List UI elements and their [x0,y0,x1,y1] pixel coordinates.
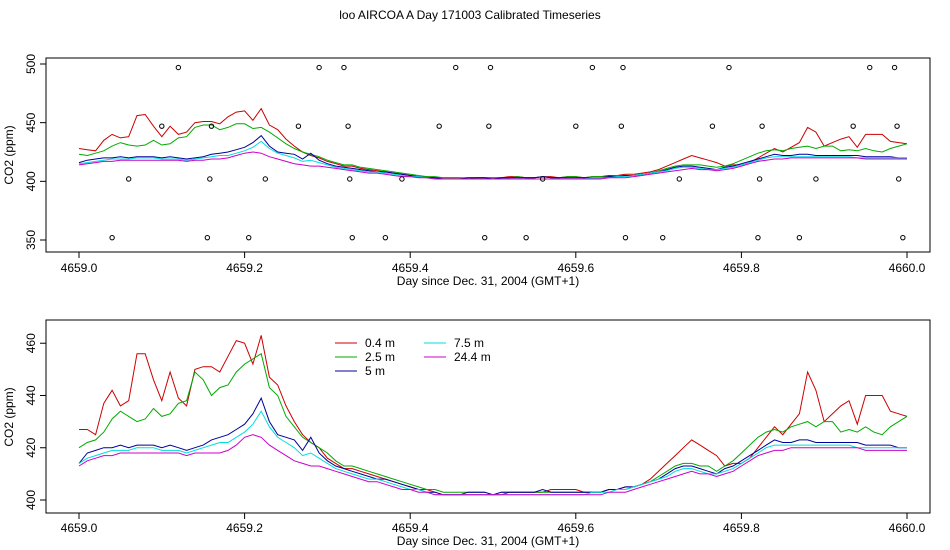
bottom-y-ticks: 400 420 440 460 [24,333,46,510]
bottom-y-axis-label: CO2 (ppm) [2,387,16,446]
x-tick-label: 4659.8 [723,261,760,275]
x-tick-label: 4659.8 [723,521,760,535]
outlier-point [349,234,355,241]
outlier-point [109,234,115,241]
y-tick-label: 420 [24,437,38,457]
outlier-point [676,176,682,182]
legend: 0.4 m2.5 m5 m 7.5 m24.4 m [335,336,491,378]
outlier-point [246,234,252,241]
outlier-point [341,64,347,71]
x-tick-label: 4660.0 [889,261,926,275]
bottom-x-axis-label: Day since Dec. 31, 2004 (GMT+1) [397,534,579,548]
top-y-ticks: 350 400 450 500 [24,54,46,250]
outlier-point [175,64,182,71]
legend-label: 0.4 m [365,336,395,350]
legend-label: 2.5 m [365,350,395,364]
outlier-point [539,176,546,182]
top-outlier-points [109,64,906,241]
series-line-0-4-m [79,335,908,496]
series-line-24-4-m [78,151,907,180]
y-tick-label: 400 [24,171,38,191]
outlier-point [347,176,353,182]
outlier-point [295,123,302,129]
outlier-point [159,123,165,129]
outlier-point [756,176,763,182]
outlier-point [523,234,529,241]
x-tick-label: 4659.0 [61,521,98,535]
x-tick-label: 4659.6 [557,261,594,275]
outlier-point [660,234,666,241]
legend-label: 7.5 m [454,336,484,350]
series-line-5-m [78,134,907,180]
outlier-point [345,123,351,129]
top-x-axis-label: Day since Dec. 31, 2004 (GMT+1) [397,274,579,288]
outlier-point [399,176,405,182]
series-line-0-4-m [78,107,908,180]
bottom-panel: 4659.0 4659.2 4659.4 4659.6 4659.8 4660.0 400… [2,319,931,548]
outlier-point [486,123,492,129]
bottom-series [78,335,908,496]
series-line-2-5-m [78,123,908,179]
outlier-point [589,64,596,71]
top-x-ticks: 4659.0 4659.2 4659.4 4659.6 4659.8 4660.0 [61,252,926,275]
top-series [78,107,908,180]
outlier-point [620,64,626,71]
outlier-point [796,234,803,241]
y-tick-label: 350 [24,230,38,250]
outlier-point [622,234,629,241]
top-plot-frame [45,57,931,253]
outlier-point [618,123,625,129]
series-line-24-4-m [78,434,907,496]
outlier-point [813,176,819,182]
x-tick-label: 4659.2 [226,521,263,535]
outlier-point [867,64,873,71]
outlier-point [207,176,213,182]
outlier-point [482,234,488,241]
y-tick-label: 450 [24,112,38,132]
outlier-point [208,123,215,129]
y-tick-label: 400 [24,490,38,510]
series-line-2-5-m [78,352,908,496]
legend-label: 5 m [365,364,385,378]
outlier-point [125,176,132,182]
outlier-point [453,64,459,71]
y-tick-label: 460 [24,333,38,353]
legend-label: 24.4 m [454,350,491,364]
x-tick-label: 4659.4 [392,521,429,535]
outlier-point [262,176,268,182]
bottom-plot-frame [45,319,931,514]
x-tick-label: 4660.0 [889,521,926,535]
outlier-point [891,64,898,71]
y-tick-label: 440 [24,385,38,405]
outlier-point [850,123,856,129]
top-y-axis-label: CO2 (ppm) [2,125,16,184]
bottom-x-ticks: 4659.0 4659.2 4659.4 4659.6 4659.8 4660.0 [61,513,926,535]
outlier-point [316,64,322,71]
y-tick-label: 500 [24,54,38,74]
outlier-point [436,123,442,129]
outlier-point [759,123,765,129]
x-tick-label: 4659.2 [226,261,263,275]
outlier-point [382,234,389,241]
outlier-point [726,64,732,71]
outlier-point [709,123,716,129]
outlier-point [896,176,902,182]
x-tick-label: 4659.6 [557,521,594,535]
outlier-point [755,234,761,241]
figure-title: loo AIRCOA A Day 171003 Calibrated Times… [339,8,600,22]
outlier-point [204,234,211,241]
top-panel: 4659.0 4659.2 4659.4 4659.6 4659.8 4660.0 350… [2,54,931,288]
outlier-point [573,123,579,129]
x-tick-label: 4659.0 [61,261,98,275]
outlier-point [487,64,494,71]
x-tick-label: 4659.4 [392,261,429,275]
series-line-5-m [78,396,907,496]
outlier-point [900,234,906,241]
outlier-point [894,123,900,129]
